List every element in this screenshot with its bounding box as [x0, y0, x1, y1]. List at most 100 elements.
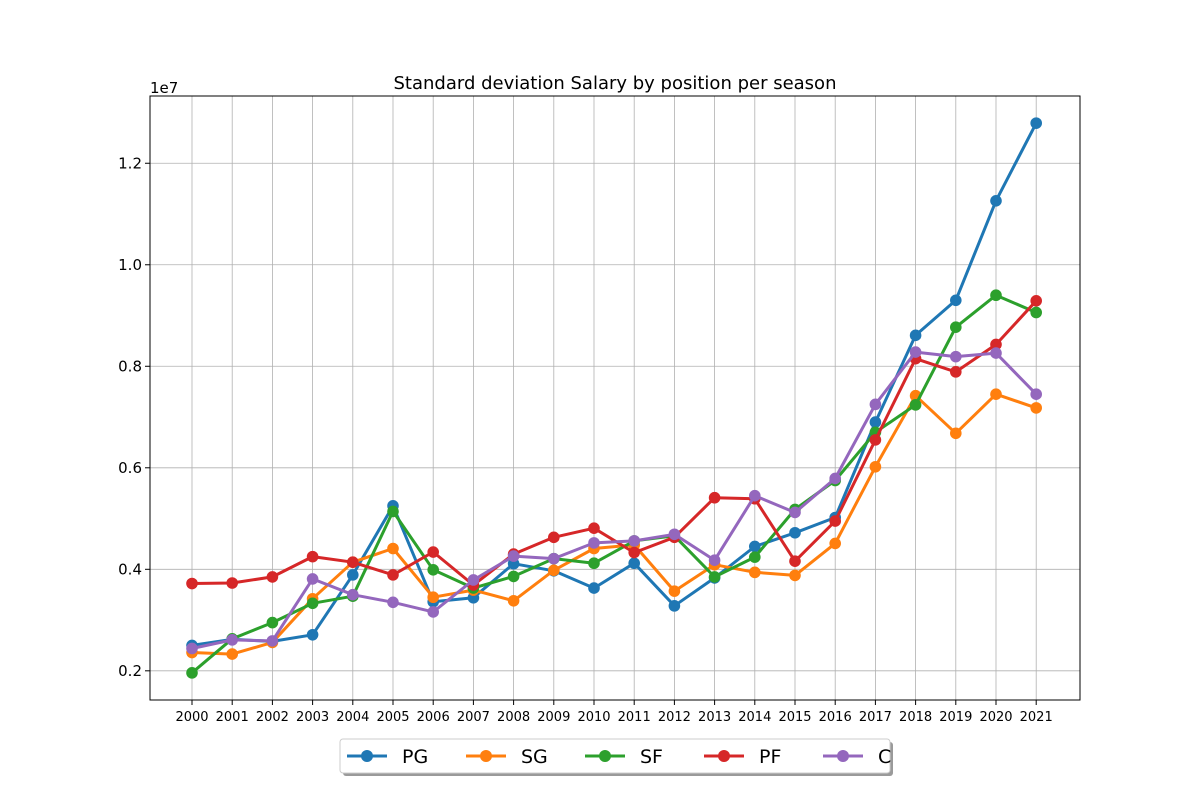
- data-point-C-2018: [909, 346, 922, 358]
- data-point-PG-2019: [950, 294, 962, 307]
- data-point-SG-2001: [226, 648, 238, 660]
- data-point-C-2005: [387, 596, 399, 609]
- x-axis: 2000 2001 2002 2003 2004 2005 2006 2007 2008 2009…: [175, 700, 1053, 725]
- legend-label-PF: PF: [759, 746, 781, 768]
- legend-entry-SF: SF: [585, 746, 663, 768]
- data-point-PF-2002: [266, 571, 279, 583]
- data-point-C-2006: [427, 606, 440, 618]
- x-tick-label: 2009: [537, 710, 570, 725]
- data-point-PF-2006: [427, 546, 440, 558]
- x-tick-label: 2002: [256, 710, 289, 725]
- x-tick-label: 2003: [296, 710, 329, 725]
- data-point-PG-2004: [347, 569, 359, 581]
- x-tick-label: 2000: [175, 710, 208, 725]
- data-point-C-2001: [226, 634, 238, 646]
- x-tick-label: 2020: [979, 710, 1012, 725]
- data-point-SG-2005: [387, 542, 399, 555]
- data-point-PG-2020: [990, 195, 1002, 207]
- legend-entry-C: C: [823, 746, 891, 768]
- data-point-C-2017: [869, 398, 882, 411]
- data-point-PF-2010: [588, 522, 600, 534]
- data-point-PG-2021: [1030, 117, 1042, 129]
- data-point-C-2015: [789, 506, 801, 519]
- x-tick-label: 2018: [899, 710, 932, 725]
- data-point-PF-2000: [186, 577, 198, 590]
- y-tick-label: 0.2: [118, 662, 142, 680]
- x-tick-label: 2011: [618, 710, 651, 725]
- data-point-C-2008: [507, 550, 520, 562]
- legend-label-SF: SF: [640, 746, 663, 768]
- series-line-SG: [191, 392, 1037, 656]
- data-point-SG-2015: [789, 569, 801, 582]
- data-point-PF-2003: [306, 550, 319, 563]
- x-tick-label: 2010: [577, 710, 610, 725]
- data-point-PF-2013: [708, 491, 721, 504]
- data-point-SG-2009: [548, 564, 560, 577]
- data-point-SG-2012: [668, 585, 681, 597]
- data-point-PF-2004: [347, 556, 359, 568]
- data-point-C-2000: [186, 642, 198, 655]
- data-point-C-2002: [266, 635, 279, 647]
- data-point-SF-2002: [266, 616, 279, 629]
- data-point-SF-2014: [749, 551, 761, 563]
- x-tick-label: 2013: [698, 710, 731, 725]
- legend-label-SG: SG: [521, 746, 548, 768]
- x-tick-label: 2021: [1020, 710, 1053, 725]
- data-point-PF-2016: [829, 515, 841, 527]
- data-point-C-2019: [950, 350, 962, 363]
- data-point-PG-2010: [588, 582, 600, 594]
- x-tick-label: 2012: [658, 710, 691, 725]
- series-SG: [186, 388, 1042, 660]
- y-axis-offset-label: 1e7: [150, 79, 178, 97]
- series-line-SF: [191, 293, 1037, 674]
- y-tick-label: 1.0: [118, 256, 142, 274]
- data-point-C-2004: [347, 588, 359, 601]
- data-point-C-2020: [990, 347, 1002, 359]
- data-point-SG-2019: [950, 427, 962, 440]
- y-tick-label: 0.4: [118, 560, 142, 578]
- data-point-C-2003: [306, 573, 319, 585]
- grid-lines: [150, 96, 1080, 700]
- x-tick-label: 2016: [819, 710, 852, 725]
- legend-marker-SG: [480, 750, 492, 762]
- legend-marker-PF: [718, 750, 730, 762]
- data-point-SF-2000: [186, 667, 198, 679]
- plot-frame: [149, 95, 1081, 701]
- data-point-SF-2013: [708, 571, 721, 583]
- x-tick-label: 2007: [457, 710, 490, 725]
- x-tick-label: 2006: [417, 710, 450, 725]
- series-PG: [186, 117, 1042, 652]
- data-point-PG-2012: [668, 600, 681, 612]
- data-point-PF-2017: [869, 434, 882, 446]
- data-point-PG-2017: [869, 416, 882, 428]
- y-tick-label: 0.6: [118, 459, 142, 477]
- data-point-SF-2006: [427, 564, 440, 576]
- y-axis: 0.2 0.4 0.6 0.8 1.0 1.2: [118, 154, 150, 680]
- legend-entry-PF: PF: [704, 746, 781, 768]
- data-point-SF-2018: [909, 399, 922, 411]
- legend-marker-C: [837, 750, 849, 762]
- data-point-SG-2006: [427, 591, 440, 604]
- data-point-PF-2021: [1030, 295, 1042, 307]
- data-point-PG-2003: [306, 628, 319, 641]
- x-tick-label: 2005: [376, 710, 409, 725]
- data-point-PF-2019: [950, 366, 962, 378]
- data-point-C-2012: [668, 528, 681, 541]
- data-point-PG-2011: [628, 557, 640, 570]
- x-tick-label: 2019: [939, 710, 972, 725]
- data-point-SG-2017: [869, 460, 882, 473]
- data-point-SF-2005: [387, 505, 399, 518]
- x-tick-label: 2008: [497, 710, 530, 725]
- y-tick-label: 0.8: [118, 357, 142, 375]
- data-point-C-2013: [708, 554, 721, 566]
- data-point-SF-2020: [990, 289, 1002, 302]
- data-point-PF-2015: [789, 555, 801, 567]
- data-point-SG-2021: [1030, 402, 1042, 414]
- data-point-SF-2021: [1030, 306, 1042, 319]
- data-point-C-2011: [628, 535, 640, 547]
- data-point-SF-2008: [507, 570, 520, 583]
- x-tick-label: 2015: [778, 710, 811, 725]
- legend-entry-PG: PG: [347, 746, 428, 768]
- data-point-SG-2016: [829, 537, 841, 550]
